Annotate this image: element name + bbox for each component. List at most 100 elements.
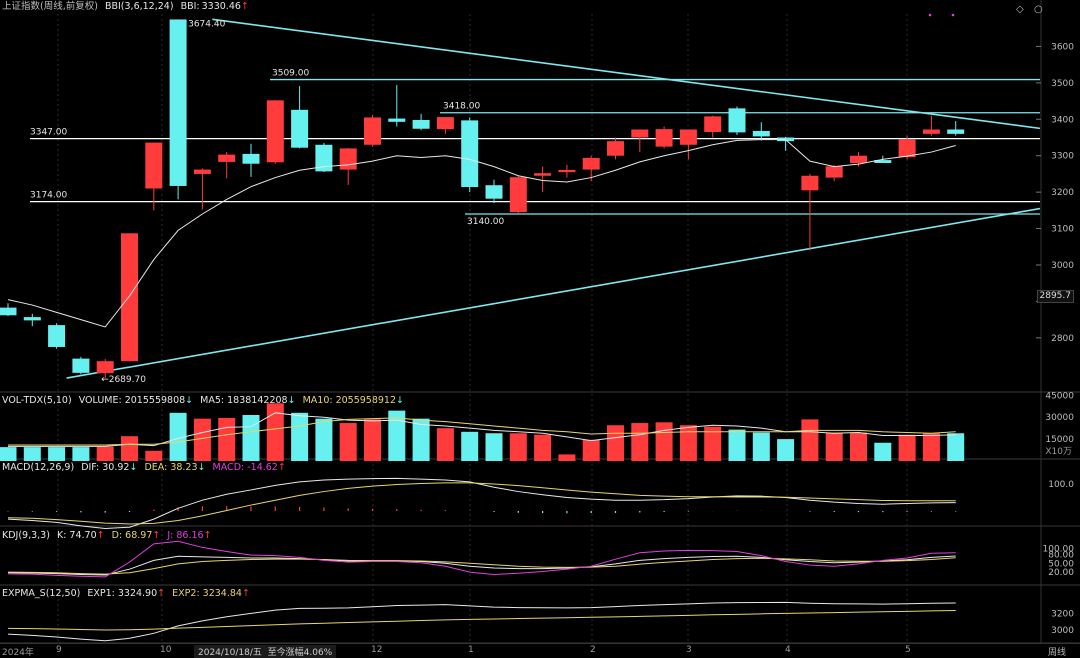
candle-down	[752, 130, 770, 137]
candle-up	[96, 361, 114, 374]
grid-lines	[0, 0, 1080, 644]
macd-indicator-name[interactable]: MACD(12,26,9)	[2, 462, 75, 473]
candle-down	[874, 160, 892, 163]
expma-exp2-value: EXP2: 3234.84	[172, 588, 242, 599]
candle-up	[898, 139, 916, 158]
volume-tick-label: 45000	[1045, 391, 1074, 401]
settings-icon[interactable]: ○	[1034, 4, 1043, 15]
volume-bar	[825, 432, 843, 461]
kdj-panel[interactable]	[7, 540, 956, 578]
more-options-icon[interactable]: ◇	[1016, 4, 1024, 15]
candle-up	[801, 175, 819, 191]
candle-down	[72, 358, 90, 373]
kdj-k-arrow-icon: ↑	[96, 530, 105, 541]
y-axis-labels: 2800 3000 3100 3200 3300 3400 3500 3600 15000 300…	[1036, 42, 1074, 636]
volume-bar	[193, 418, 211, 461]
vol-indicator-name[interactable]: VOL-TDX(5,10)	[2, 395, 72, 406]
volume-bar	[0, 447, 17, 461]
volume-bar	[655, 422, 673, 461]
macd-dea-value: DEA: 38.23	[144, 462, 198, 473]
price-tick-label: 2800	[1051, 334, 1074, 344]
volume-bar	[364, 419, 381, 461]
candle-up	[339, 148, 357, 170]
macd-dea-line	[7, 482, 956, 525]
volume-bar	[412, 418, 430, 461]
period-weekly-button[interactable]: 周线	[1047, 648, 1066, 658]
vol-ma5-value: MA5: 1838142208	[200, 395, 288, 406]
bbi-arrow-icon: ↑	[240, 1, 249, 12]
month-label: 9	[56, 645, 62, 655]
candle-up	[436, 117, 454, 130]
index-title[interactable]: 上证指数(周线,前复权)	[2, 1, 98, 12]
month-label: 3	[686, 645, 692, 655]
kdj-tick-label: 100.00	[1043, 545, 1075, 555]
volume-bar	[485, 433, 503, 461]
kdj-j-line	[7, 540, 956, 578]
candle-up	[607, 141, 624, 156]
volume-bar	[461, 431, 479, 461]
kdj-j-value: J: 86.16	[167, 530, 204, 541]
macd-macd-arrow-icon: ↑	[277, 462, 286, 473]
volume-bar	[728, 429, 746, 461]
macd-dif-arrow-icon: ↓	[129, 462, 138, 473]
price-tick-label: 3400	[1051, 115, 1074, 125]
candle-down	[485, 185, 503, 199]
volume-bar	[850, 432, 867, 461]
candle-down	[23, 317, 41, 321]
candle-up	[922, 129, 940, 134]
volume-bar	[266, 403, 284, 461]
expma-panel[interactable]	[7, 601, 956, 642]
kdj-d-value: D: 68.97	[111, 530, 153, 541]
volume-bar	[679, 425, 697, 461]
price-tick-label: 3200	[1051, 188, 1074, 198]
year-label: 2024年	[2, 648, 34, 658]
volume-bar	[339, 423, 357, 461]
candle-down	[169, 19, 187, 186]
expma-exp1-arrow-icon: ↑	[157, 588, 166, 599]
bbi-line	[7, 139, 956, 328]
candle-up	[558, 169, 576, 173]
selected-change: 至今涨幅4.06%	[267, 648, 333, 658]
volume-tick-label: 15000	[1045, 435, 1074, 445]
candle-up	[364, 117, 381, 145]
volume-bar	[607, 425, 624, 461]
bbi-params[interactable]: BBI(3,6,12,24)	[104, 1, 174, 12]
volume-bar	[947, 433, 965, 461]
month-label: 4	[785, 645, 791, 655]
price-tick-label: 3600	[1051, 42, 1074, 52]
price-tick-label: 3100	[1051, 225, 1074, 235]
candle-up	[704, 116, 722, 133]
macd-dea-arrow-icon: ↓	[197, 462, 206, 473]
kdj-panel-header: KDJ(9,3,3) K: 74.70↑ D: 68.97↑ J: 86.16↑	[2, 530, 216, 542]
candle-up	[218, 154, 236, 162]
candlestick-panel[interactable]: 3509.00 3418.00 3347.00 3174.00 3140.00 3674.…	[0, 13, 1041, 385]
volume-bar	[509, 433, 527, 461]
vol-ma10-value: MA10: 2055958912	[302, 395, 397, 406]
volume-panel[interactable]	[0, 403, 965, 461]
candle-up	[631, 129, 649, 138]
kdj-d-line	[7, 557, 956, 575]
kdj-d-arrow-icon: ↑	[152, 530, 161, 541]
macd-tick-label: 100.0	[1048, 480, 1074, 490]
volume-bar	[23, 447, 41, 461]
macd-dif-line	[7, 477, 956, 530]
price-tick-label: 3500	[1051, 79, 1074, 89]
bbi-value: 3330.46	[201, 1, 241, 12]
volume-bar	[436, 428, 454, 461]
signal-marker	[928, 13, 932, 17]
candle-down	[388, 118, 406, 122]
x-axis-bar: 2024年 9 10 2024/10/18/五 至今涨幅4.06% 12 1 2…	[0, 643, 1080, 658]
volume-ma10-line	[8, 417, 956, 446]
expma-indicator-name[interactable]: EXPMA_S(12,50)	[2, 588, 81, 599]
candle-down	[242, 153, 260, 164]
signal-marker	[951, 13, 955, 17]
expma-panel-header: EXPMA_S(12,50) EXP1: 3324.90↑ EXP2: 3234…	[2, 588, 254, 600]
level-label: 3347.00	[30, 128, 67, 138]
macd-panel[interactable]	[7, 477, 957, 530]
volume-bar	[704, 426, 722, 461]
volume-bar	[874, 442, 892, 461]
kdj-indicator-name[interactable]: KDJ(9,3,3)	[2, 530, 50, 541]
candle-up	[145, 142, 163, 189]
volume-bar	[96, 446, 114, 461]
